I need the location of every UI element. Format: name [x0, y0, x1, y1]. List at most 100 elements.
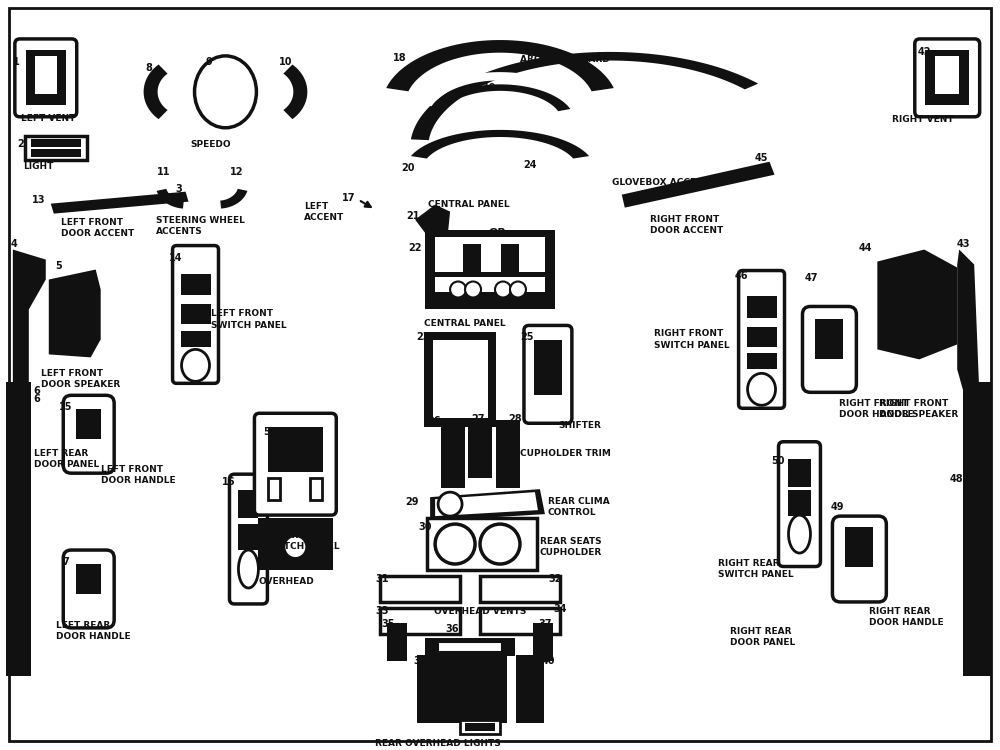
Bar — [258, 518, 333, 570]
Polygon shape — [415, 205, 450, 239]
Bar — [181, 304, 211, 325]
Bar — [441, 420, 465, 488]
Bar — [438, 642, 502, 652]
Bar — [31, 148, 81, 157]
Bar — [516, 655, 544, 723]
Bar — [417, 655, 507, 723]
Bar — [501, 244, 519, 272]
Bar — [37, 80, 55, 90]
FancyBboxPatch shape — [915, 39, 980, 117]
FancyBboxPatch shape — [802, 307, 856, 392]
Bar — [380, 608, 460, 634]
Text: GLOVEBOX ACCENT: GLOVEBOX ACCENT — [612, 178, 710, 187]
Bar — [747, 328, 777, 347]
Text: 15: 15 — [59, 402, 73, 412]
Polygon shape — [957, 250, 979, 394]
Text: 37: 37 — [538, 619, 552, 629]
Bar — [76, 410, 101, 440]
Circle shape — [465, 281, 481, 298]
Text: 25: 25 — [520, 332, 534, 343]
Bar — [425, 230, 555, 310]
Polygon shape — [435, 492, 538, 516]
Polygon shape — [51, 192, 189, 214]
Polygon shape — [411, 52, 758, 140]
Circle shape — [450, 281, 466, 298]
Text: 4: 4 — [10, 238, 17, 248]
Ellipse shape — [182, 350, 210, 381]
Bar — [935, 56, 959, 94]
Text: STEERING WHEEL
ACCENTS: STEERING WHEEL ACCENTS — [156, 216, 244, 236]
Text: LEFT REAR
DOOR HANDLE: LEFT REAR DOOR HANDLE — [56, 621, 130, 641]
Ellipse shape — [238, 550, 258, 588]
Text: 1: 1 — [12, 57, 19, 67]
Text: 50: 50 — [771, 456, 784, 466]
Circle shape — [285, 537, 305, 557]
Text: 49: 49 — [831, 502, 844, 512]
Bar — [533, 623, 553, 661]
Text: 13: 13 — [32, 195, 46, 205]
Text: 39: 39 — [418, 688, 432, 699]
Text: 32: 32 — [548, 574, 562, 584]
Bar — [845, 527, 873, 567]
Text: REAR SEATS
CUPHOLDER: REAR SEATS CUPHOLDER — [540, 537, 602, 557]
Bar — [468, 420, 492, 478]
Text: RIGHT FRONT
DOOR SPEAKER: RIGHT FRONT DOOR SPEAKER — [879, 399, 959, 419]
FancyBboxPatch shape — [254, 413, 336, 515]
Text: RIGHT VENT: RIGHT VENT — [892, 115, 954, 124]
Text: LEFT
ACCENT: LEFT ACCENT — [304, 202, 345, 222]
Bar — [788, 459, 811, 488]
Text: 22: 22 — [408, 242, 422, 253]
Text: 9: 9 — [205, 57, 212, 67]
Text: LEFT FRONT
DOOR ACCENT: LEFT FRONT DOOR ACCENT — [61, 217, 134, 238]
Polygon shape — [411, 130, 589, 158]
Text: OR: OR — [488, 227, 506, 238]
Text: 30: 30 — [418, 522, 432, 532]
Text: RIGHT FRONT
DOOR ACCENT: RIGHT FRONT DOOR ACCENT — [650, 214, 723, 235]
Bar — [76, 564, 101, 594]
Text: 42: 42 — [918, 47, 931, 57]
Bar — [31, 139, 81, 147]
Bar — [496, 420, 520, 488]
Text: LEFT FRONT
DOOR HANDLE: LEFT FRONT DOOR HANDLE — [101, 465, 175, 485]
Text: 20: 20 — [401, 163, 415, 172]
Bar — [181, 332, 211, 347]
Polygon shape — [13, 250, 46, 389]
Text: 46: 46 — [735, 271, 748, 280]
Polygon shape — [144, 64, 168, 119]
Text: 24: 24 — [523, 160, 537, 170]
Text: 52: 52 — [264, 530, 277, 540]
Text: REAR CLIMA
CONTROL: REAR CLIMA CONTROL — [548, 497, 610, 517]
Bar — [465, 723, 495, 730]
Text: 41: 41 — [455, 712, 469, 722]
FancyBboxPatch shape — [173, 245, 218, 383]
Bar — [427, 518, 537, 570]
Bar — [37, 63, 55, 73]
Polygon shape — [386, 40, 614, 92]
Polygon shape — [430, 489, 545, 521]
Bar — [747, 353, 777, 369]
Bar — [268, 478, 280, 500]
Text: 16: 16 — [222, 477, 235, 488]
Polygon shape — [283, 64, 307, 119]
FancyBboxPatch shape — [524, 326, 572, 423]
Text: 12: 12 — [230, 166, 243, 177]
Circle shape — [435, 524, 475, 564]
Text: 6: 6 — [33, 394, 40, 404]
Text: 23: 23 — [416, 332, 430, 343]
Polygon shape — [426, 142, 574, 165]
Polygon shape — [622, 162, 775, 208]
Text: 45: 45 — [755, 153, 768, 163]
Bar — [433, 340, 488, 418]
Polygon shape — [443, 100, 557, 121]
FancyBboxPatch shape — [63, 550, 114, 628]
Bar — [238, 490, 258, 518]
FancyBboxPatch shape — [229, 474, 267, 604]
Bar — [460, 720, 500, 734]
Circle shape — [495, 281, 511, 298]
Text: 7: 7 — [62, 557, 69, 567]
Text: 47: 47 — [805, 272, 818, 283]
Ellipse shape — [195, 56, 256, 128]
Text: 5: 5 — [55, 260, 62, 271]
Bar — [181, 274, 211, 296]
Bar — [380, 576, 460, 602]
